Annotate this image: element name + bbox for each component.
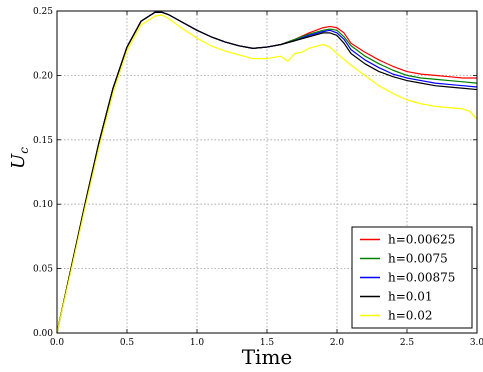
y-tick-label: 0.05 — [33, 265, 53, 275]
x-tick-label: 2.5 — [400, 338, 415, 348]
legend-label: h=0.02 — [388, 309, 433, 323]
plot-series — [56, 11, 478, 334]
legend-label: h=0.00625 — [388, 233, 455, 247]
y-tick-label: 0.20 — [33, 71, 53, 81]
series-line-h-0-01 — [56, 11, 478, 334]
y-axis-label-subscript: c — [17, 147, 31, 154]
y-axis-label: Uc — [8, 147, 31, 169]
y-tick-label: 0.10 — [33, 200, 53, 210]
y-axis-label-main: U — [8, 153, 29, 169]
x-tick-label: 0.0 — [50, 338, 65, 348]
legend-label: h=0.01 — [388, 290, 433, 304]
x-tick-label: 1.5 — [260, 338, 275, 348]
legend: h=0.00625 h=0.0075 h=0.00875 h=0.01 h=0.02 — [351, 226, 473, 329]
x-tick-label: 0.5 — [120, 338, 135, 348]
x-axis-label: Time — [242, 345, 293, 369]
legend-label: h=0.0075 — [388, 252, 448, 266]
x-tick-label: 1.0 — [190, 338, 205, 348]
legend-label: h=0.00875 — [388, 271, 455, 285]
axis-ticks: 0.0 0.5 1.0 1.5 2.0 2.5 3.0 0.00 0.05 0.10 0.15 0.2… — [33, 7, 483, 348]
x-tick-label: 3.0 — [470, 338, 483, 348]
x-tick-label: 2.0 — [330, 338, 345, 348]
y-tick-label: 0.00 — [33, 329, 53, 339]
y-tick-label: 0.15 — [33, 136, 53, 146]
y-tick-label: 0.25 — [33, 7, 53, 17]
series-line-h-0-02 — [56, 14, 478, 334]
